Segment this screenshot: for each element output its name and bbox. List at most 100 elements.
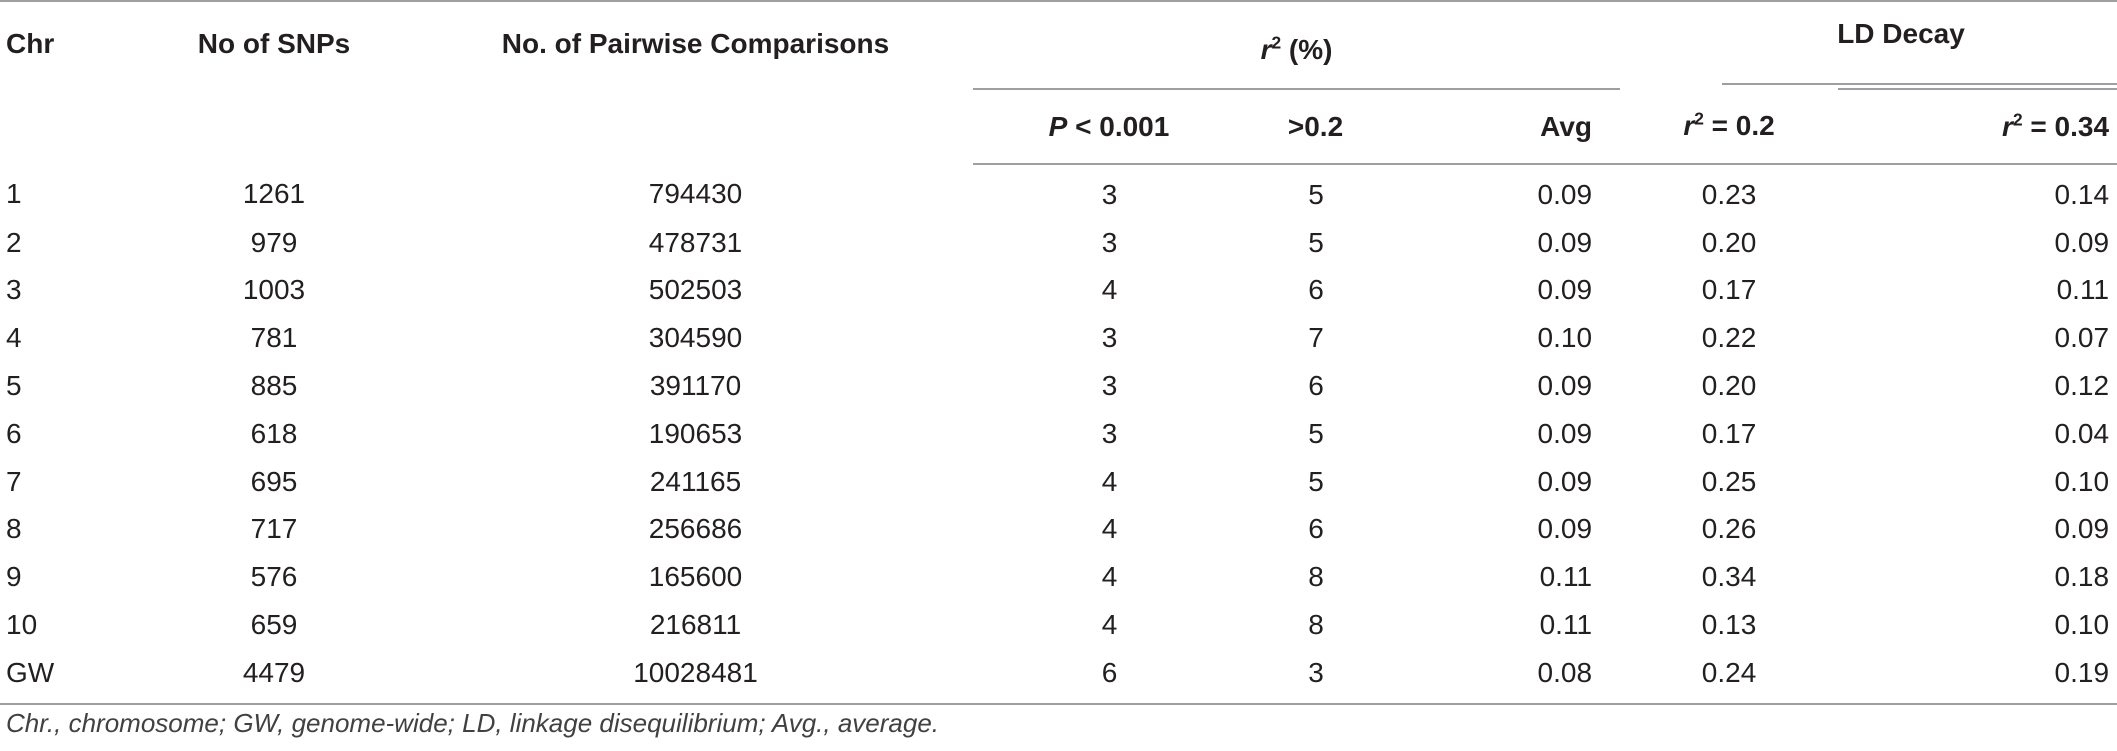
cell-ld034: 0.07	[2054, 322, 2110, 354]
header-gt-label: >0.2	[1287, 110, 1344, 142]
cell-chr: 2	[6, 226, 22, 258]
cell-pairwise: 256686	[648, 513, 743, 545]
cell-gt: 5	[1308, 417, 1324, 449]
ld-table-container: Chr No of SNPs No. of Pairwise Compariso…	[0, 0, 2117, 705]
table-row: 4 781 304590 3 7 0.10 0.22 0.07	[0, 314, 2117, 362]
cell-p: 4	[1101, 609, 1118, 641]
cell-pairwise: 190653	[648, 417, 743, 449]
header-snps: No of SNPs	[130, 0, 418, 164]
table-row: 5 885 391170 3 6 0.09 0.20 0.12	[0, 362, 2117, 410]
cell-ld02: 0.20	[1701, 370, 1757, 402]
cell-ld02: 0.17	[1701, 274, 1757, 306]
cell-ld02: 0.13	[1701, 609, 1757, 641]
cell-ld02: 0.23	[1701, 178, 1757, 210]
cell-gt: 8	[1308, 561, 1324, 593]
cell-ld02: 0.17	[1701, 417, 1757, 449]
cell-chr: 10	[6, 609, 38, 641]
cell-ld02: 0.22	[1701, 322, 1757, 354]
cell-gt: 6	[1308, 274, 1324, 306]
header-ld-r2-034: r2 = 0.34	[1838, 89, 2117, 165]
header-snps-label: No of SNPs	[197, 28, 351, 59]
header-gt: >0.2	[1210, 89, 1402, 165]
cell-gt: 5	[1308, 178, 1324, 210]
cell-snps: 576	[250, 561, 298, 593]
header-avg: Avg	[1402, 89, 1621, 165]
table-row: GW 4479 10028481 6 3 0.08 0.24 0.19	[0, 648, 2117, 705]
table-row: 8 717 256686 4 6 0.09 0.26 0.09	[0, 506, 2117, 554]
header-ld-r2-034-sup: 2	[2012, 109, 2023, 130]
header-ld-r2-02-sup: 2	[1694, 108, 1704, 129]
header-p-var: P	[1048, 110, 1068, 142]
cell-avg: 0.09	[1537, 274, 1593, 306]
header-pairwise-label: No. of Pairwise Comparisons	[501, 28, 890, 59]
cell-gt: 3	[1210, 648, 1402, 705]
cell-ld034: 0.10	[2054, 465, 2110, 497]
cell-avg: 0.10	[1537, 322, 1593, 354]
cell-pairwise: 304590	[648, 322, 743, 354]
header-row-2: P < 0.001 >0.2 Avg r2 = 0.2 r2 = 0.34	[0, 89, 2117, 165]
cell-avg: 0.09	[1537, 370, 1593, 402]
cell-chr: 9	[6, 561, 22, 593]
cell-pairwise: 241165	[649, 465, 742, 497]
cell-pairwise: 794430	[648, 178, 743, 210]
cell-pairwise: 502503	[648, 274, 743, 306]
cell-pairwise: 10028481	[418, 648, 973, 705]
header-r2-sup: 2	[1271, 32, 1282, 53]
table-row: 10 659 216811 4 8 0.11 0.13 0.10	[0, 601, 2117, 649]
header-p: P < 0.001	[973, 89, 1210, 165]
header-p-rest: < 0.001	[1067, 110, 1170, 142]
header-chr: Chr	[0, 0, 130, 164]
cell-snps: 717	[250, 513, 298, 545]
cell-gt: 6	[1308, 513, 1324, 545]
cell-snps: 4479	[130, 648, 418, 705]
header-ld-r2-034-var: r	[2002, 110, 2013, 142]
cell-ld034: 0.10	[2054, 609, 2110, 641]
cell-snps: 979	[250, 226, 298, 258]
cell-ld034: 0.12	[2054, 370, 2110, 402]
cell-avg: 0.09	[1537, 465, 1593, 497]
cell-snps: 618	[250, 417, 298, 449]
table-row: 6 618 190653 3 5 0.09 0.17 0.04	[0, 410, 2117, 458]
cell-ld034: 0.19	[1838, 648, 2117, 705]
ld-table: Chr No of SNPs No. of Pairwise Compariso…	[0, 0, 2117, 705]
cell-ld034: 0.18	[2054, 561, 2110, 593]
cell-ld02: 0.26	[1701, 513, 1757, 545]
cell-avg: 0.09	[1537, 417, 1593, 449]
cell-p: 3	[1101, 322, 1118, 354]
header-row-1: Chr No of SNPs No. of Pairwise Compariso…	[0, 0, 2117, 164]
cell-pairwise: 216811	[649, 609, 742, 641]
cell-chr: 1	[6, 178, 22, 210]
cell-ld02: 0.24	[1620, 648, 1839, 705]
cell-p: 4	[1101, 561, 1118, 593]
cell-ld034: 0.09	[2054, 226, 2110, 258]
table-row: 7 695 241165 4 5 0.09 0.25 0.10	[0, 458, 2117, 506]
cell-chr: 3	[6, 274, 22, 306]
cell-p: 3	[1101, 417, 1118, 449]
cell-avg: 0.08	[1402, 648, 1621, 705]
header-avg-label: Avg	[1540, 110, 1593, 142]
cell-snps: 781	[250, 322, 298, 354]
header-gap	[1620, 0, 1839, 89]
cell-chr: 8	[6, 513, 22, 545]
cell-gt: 5	[1308, 226, 1324, 258]
cell-p: 4	[1101, 513, 1118, 545]
cell-avg: 0.09	[1537, 513, 1593, 545]
cell-ld034: 0.11	[2056, 274, 2110, 306]
cell-gt: 5	[1308, 465, 1324, 497]
cell-avg: 0.11	[1539, 561, 1593, 593]
cell-p: 4	[1101, 274, 1118, 306]
cell-pairwise: 165600	[648, 561, 743, 593]
cell-avg: 0.09	[1537, 226, 1593, 258]
header-ld-r2-02-rest: = 0.2	[1703, 110, 1775, 141]
cell-ld034: 0.04	[2054, 417, 2110, 449]
cell-ld02: 0.25	[1701, 465, 1757, 497]
cell-gt: 6	[1308, 370, 1324, 402]
header-ld-group	[1838, 0, 2117, 90]
cell-ld034: 0.09	[2054, 513, 2110, 545]
cell-ld034: 0.14	[2054, 178, 2110, 210]
cell-pairwise: 478731	[648, 226, 743, 258]
header-ld-r2-034-rest: = 0.34	[2022, 110, 2110, 142]
cell-chr: 7	[6, 465, 22, 497]
cell-ld02: 0.34	[1701, 561, 1757, 593]
cell-ld02: 0.20	[1701, 226, 1757, 258]
